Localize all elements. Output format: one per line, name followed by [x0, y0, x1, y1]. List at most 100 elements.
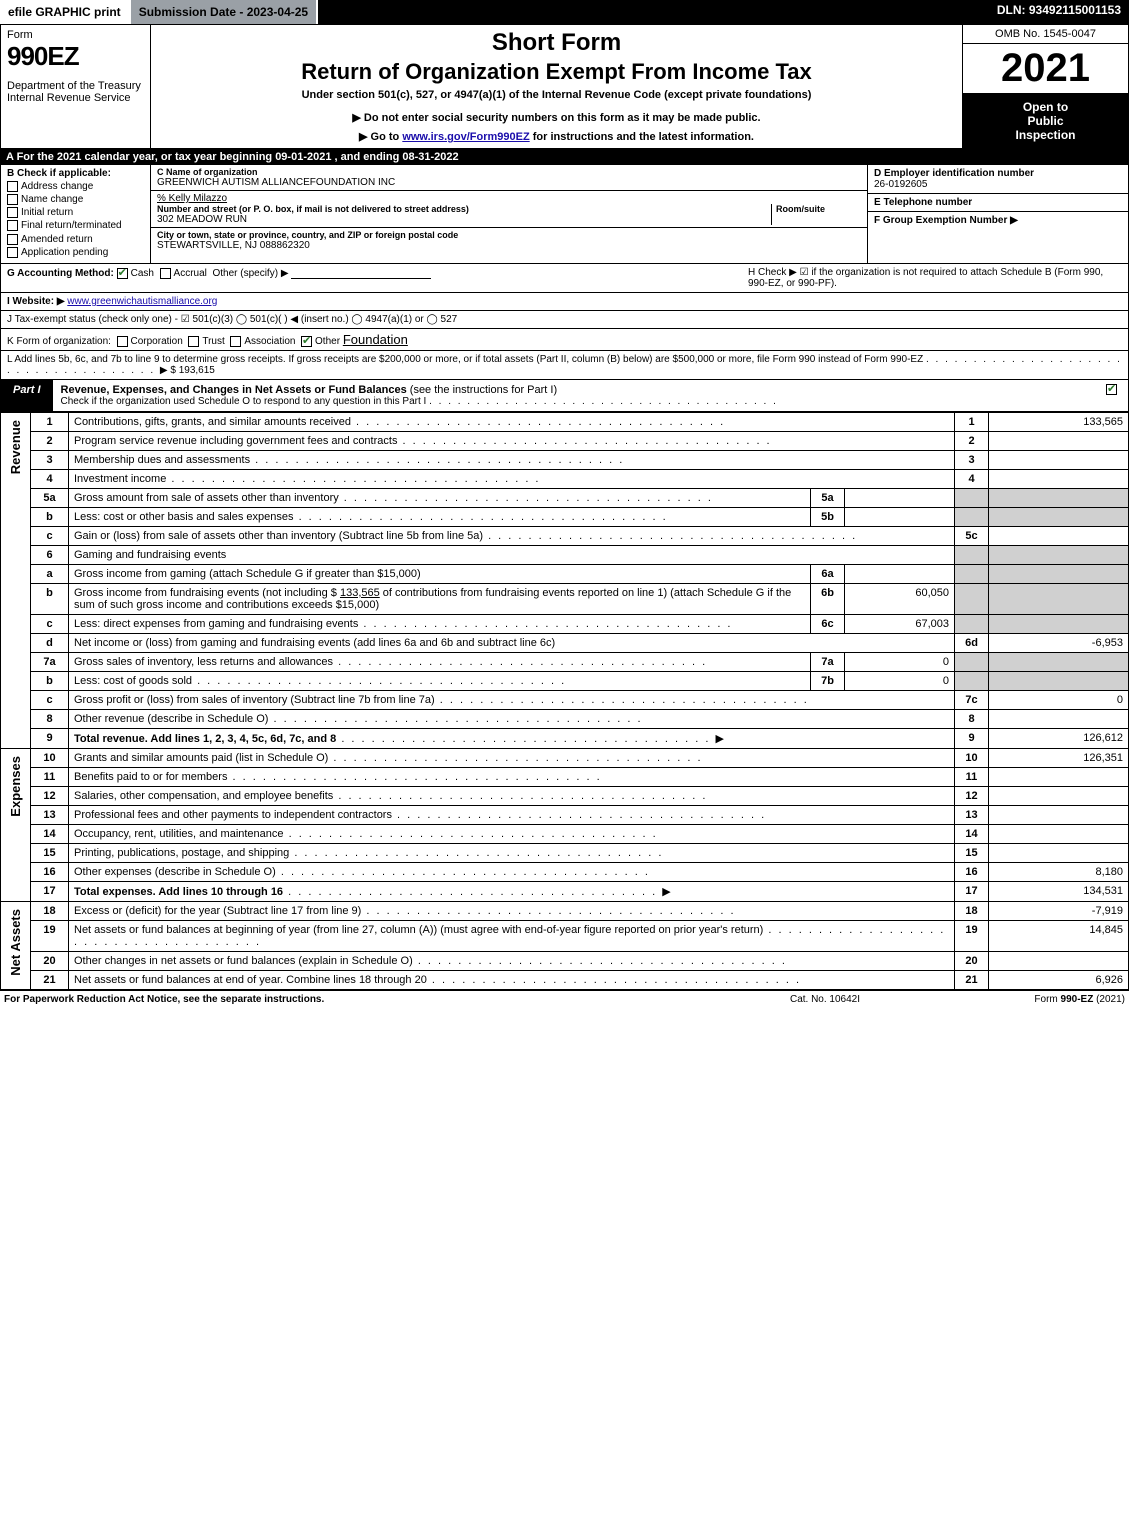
ln12-desc: Salaries, other compensation, and employ…	[74, 790, 333, 802]
col-b-heading: B Check if applicable:	[7, 168, 144, 179]
chk-initial-return[interactable]	[7, 207, 18, 218]
lines-table: Revenue 1 Contributions, gifts, grants, …	[0, 412, 1129, 990]
other-method-field[interactable]	[291, 267, 431, 279]
room-lbl: Room/suite	[776, 204, 861, 214]
ssn-note: ▶ Do not enter social security numbers o…	[161, 111, 952, 124]
chk-cash[interactable]	[117, 268, 128, 279]
ln11-num: 11	[955, 767, 989, 786]
open-to-public: Open to Public Inspection	[963, 94, 1128, 148]
ln1-desc: Contributions, gifts, grants, and simila…	[74, 416, 351, 428]
ln5a-no: 5a	[31, 488, 69, 507]
ln15-dots	[289, 847, 663, 859]
ln16-val: 8,180	[989, 862, 1129, 881]
ln4-val	[989, 469, 1129, 488]
lbl-initial-return: Initial return	[21, 207, 73, 218]
ln7a-inum: 7a	[811, 652, 845, 671]
row-k: K Form of organization: Corporation Trus…	[0, 329, 1129, 351]
ln11-val	[989, 767, 1129, 786]
instructions-link-line: ▶ Go to www.irs.gov/Form990EZ for instru…	[161, 130, 952, 143]
ln6-desc: Gaming and fundraising events	[74, 549, 226, 561]
row-ghij: G Accounting Method: Cash Accrual Other …	[0, 264, 1129, 329]
ln7a-desc: Gross sales of inventory, less returns a…	[74, 656, 333, 668]
street: 302 MEADOW RUN	[157, 214, 771, 225]
lbl-accrual: Accrual	[174, 268, 207, 279]
d-lbl: D Employer identification number	[874, 168, 1122, 179]
omb-number: OMB No. 1545-0047	[963, 25, 1128, 44]
ln7c-val: 0	[989, 690, 1129, 709]
row-a: A For the 2021 calendar year, or tax yea…	[0, 149, 1129, 165]
ln6d-no: d	[31, 633, 69, 652]
chk-application-pending[interactable]	[7, 247, 18, 258]
ln14-dots	[284, 828, 658, 840]
chk-amended-return[interactable]	[7, 234, 18, 245]
chk-other-org[interactable]	[301, 336, 312, 347]
chk-final-return[interactable]	[7, 220, 18, 231]
footer-right-bold: 990-EZ	[1061, 994, 1094, 1005]
ln4-no: 4	[31, 469, 69, 488]
chk-schedule-o[interactable]	[1106, 384, 1117, 395]
ln19-num: 19	[955, 920, 989, 951]
city-lbl: City or town, state or province, country…	[157, 230, 861, 240]
tax-year: 2021	[963, 44, 1128, 94]
lbl-cash: Cash	[131, 268, 154, 279]
ln5a-numshade	[955, 488, 989, 507]
ln12-dots	[333, 790, 707, 802]
efile-print[interactable]: efile GRAPHIC print	[0, 0, 131, 24]
col-c: C Name of organization GREENWICH AUTISM …	[151, 165, 868, 263]
e-lbl: E Telephone number	[874, 197, 1122, 208]
chk-accrual[interactable]	[160, 268, 171, 279]
ln5b-no: b	[31, 507, 69, 526]
ln14-num: 14	[955, 824, 989, 843]
part1-title-note: (see the instructions for Part I)	[410, 384, 557, 396]
ln5b-ival	[845, 507, 955, 526]
ln21-val: 6,926	[989, 970, 1129, 989]
ln17-dots	[283, 886, 662, 898]
ln15-num: 15	[955, 843, 989, 862]
ln17-no: 17	[31, 881, 69, 901]
part1-sub: Check if the organization used Schedule …	[61, 396, 427, 407]
i-label: I Website: ▶	[7, 296, 65, 307]
footer-right-pre: Form	[1034, 994, 1060, 1005]
submission-date: Submission Date - 2023-04-25	[131, 0, 318, 24]
ln1-num: 1	[955, 412, 989, 431]
chk-assoc[interactable]	[230, 336, 241, 347]
ln15-val	[989, 843, 1129, 862]
col-c-name-lbl: C Name of organization	[157, 167, 861, 177]
ln8-desc: Other revenue (describe in Schedule O)	[74, 713, 268, 725]
chk-corp[interactable]	[117, 336, 128, 347]
ln6b-numshade	[955, 583, 989, 614]
link-prefix: ▶ Go to	[359, 131, 402, 143]
ln5b-dots	[294, 511, 668, 523]
link-suffix: for instructions and the latest informat…	[533, 131, 754, 143]
website-link[interactable]: www.greenwichautismalliance.org	[67, 296, 217, 307]
irs-link[interactable]: www.irs.gov/Form990EZ	[402, 131, 529, 143]
ln13-desc: Professional fees and other payments to …	[74, 809, 392, 821]
ln11-desc: Benefits paid to or for members	[74, 771, 227, 783]
ln19-val: 14,845	[989, 920, 1129, 951]
lbl-other-method: Other (specify) ▶	[212, 268, 288, 279]
subtitle: Under section 501(c), 527, or 4947(a)(1)…	[161, 89, 952, 101]
ln6b-desc-pre: Gross income from fundraising events (no…	[74, 587, 340, 599]
ln18-dots	[361, 905, 735, 917]
ln17-desc: Total expenses. Add lines 10 through 16	[74, 886, 283, 898]
ln15-desc: Printing, publications, postage, and shi…	[74, 847, 289, 859]
chk-name-change[interactable]	[7, 194, 18, 205]
ln2-dots	[397, 435, 771, 447]
lbl-corp: Corporation	[131, 336, 183, 347]
chk-trust[interactable]	[188, 336, 199, 347]
header-center: Short Form Return of Organization Exempt…	[151, 25, 963, 148]
ln6c-dots	[358, 618, 732, 630]
ln8-no: 8	[31, 709, 69, 728]
ln21-dots	[427, 974, 801, 986]
revenue-side-label: Revenue	[6, 416, 25, 478]
ln10-num: 10	[955, 748, 989, 767]
ln20-desc: Other changes in net assets or fund bala…	[74, 955, 413, 967]
ln6c-inum: 6c	[811, 614, 845, 633]
city: STEWARTSVILLE, NJ 088862320	[157, 240, 861, 251]
ln5c-val	[989, 526, 1129, 545]
ln6b-valshade	[989, 583, 1129, 614]
careof: % Kelly Milazzo	[157, 193, 861, 204]
row-l-arrow: ▶ $	[160, 365, 176, 376]
ln16-desc: Other expenses (describe in Schedule O)	[74, 866, 276, 878]
chk-address-change[interactable]	[7, 181, 18, 192]
